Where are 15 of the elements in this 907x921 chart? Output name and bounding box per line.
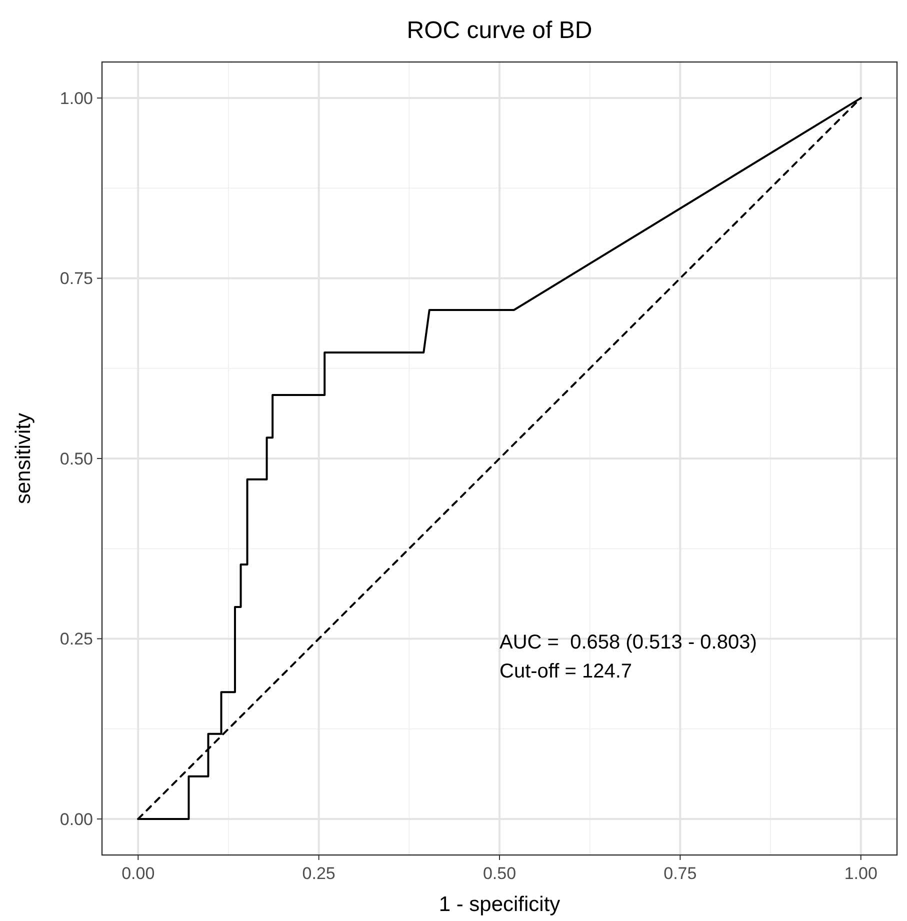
y-tick-label: 0.50 [60, 449, 93, 468]
y-tick-label: 0.00 [60, 810, 93, 829]
y-tick-label: 0.25 [60, 630, 93, 649]
y-axis-title: sensitivity [12, 412, 35, 504]
annotation: AUC = 0.658 (0.513 - 0.803) [500, 632, 757, 654]
chart-title: ROC curve of BD [406, 17, 592, 44]
x-axis-title: 1 - specificity [438, 893, 561, 916]
annotation: Cut-off = 124.7 [500, 660, 632, 683]
x-tick-label: 0.25 [302, 864, 336, 883]
x-tick-label: 1.00 [844, 864, 878, 883]
x-tick-label: 0.75 [664, 864, 697, 883]
y-tick-label: 0.75 [60, 269, 93, 288]
x-tick-label: 0.50 [482, 864, 516, 883]
x-tick-label: 0.00 [122, 864, 155, 883]
y-tick-label: 1.00 [60, 88, 93, 108]
